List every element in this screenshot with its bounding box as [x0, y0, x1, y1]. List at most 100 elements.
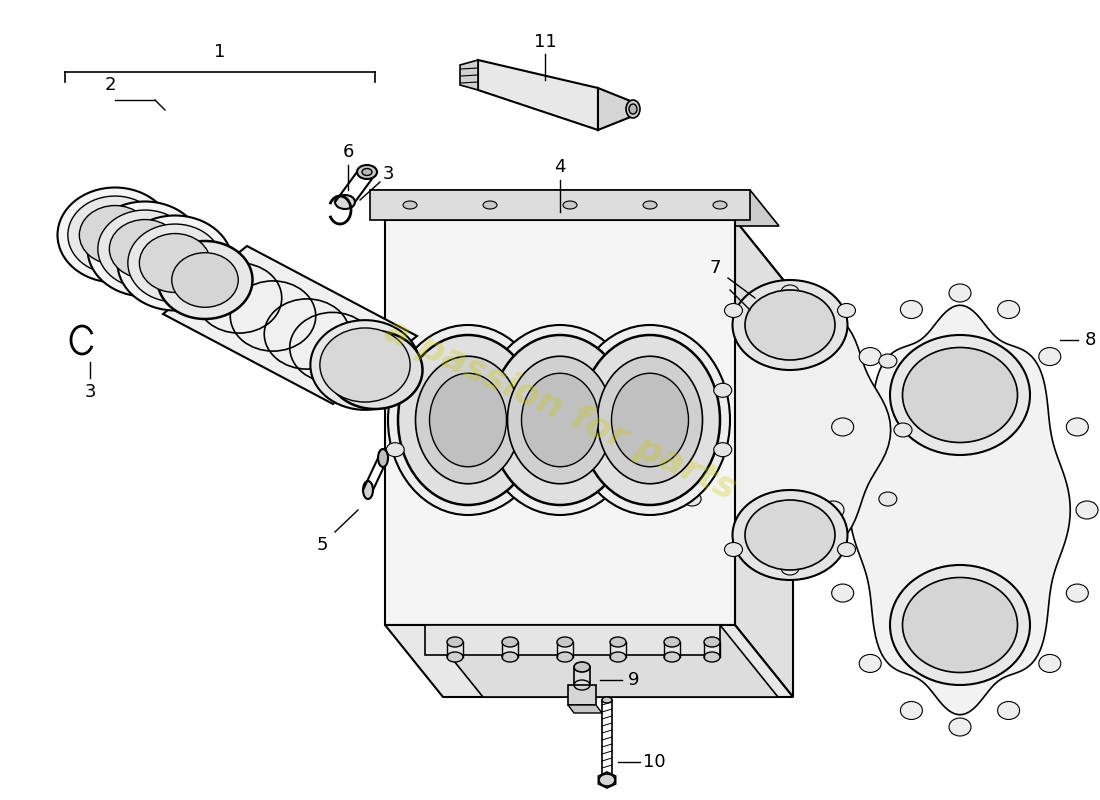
- Polygon shape: [370, 190, 779, 226]
- Ellipse shape: [902, 578, 1018, 673]
- Ellipse shape: [713, 201, 727, 209]
- Ellipse shape: [557, 652, 573, 662]
- Polygon shape: [598, 772, 616, 788]
- Ellipse shape: [879, 492, 896, 506]
- Ellipse shape: [403, 201, 417, 209]
- Text: 2: 2: [104, 76, 116, 94]
- Ellipse shape: [574, 662, 590, 672]
- Ellipse shape: [890, 565, 1030, 685]
- Ellipse shape: [610, 652, 626, 662]
- Ellipse shape: [320, 328, 410, 402]
- Ellipse shape: [531, 383, 550, 398]
- Ellipse shape: [483, 201, 497, 209]
- Ellipse shape: [57, 187, 173, 282]
- Ellipse shape: [624, 442, 641, 457]
- Ellipse shape: [949, 718, 971, 736]
- Ellipse shape: [98, 210, 192, 288]
- Ellipse shape: [704, 652, 720, 662]
- Ellipse shape: [480, 325, 640, 515]
- Ellipse shape: [901, 702, 923, 719]
- Ellipse shape: [569, 383, 586, 398]
- Ellipse shape: [557, 637, 573, 647]
- Ellipse shape: [597, 356, 703, 484]
- Ellipse shape: [388, 325, 548, 515]
- Ellipse shape: [725, 542, 742, 557]
- Ellipse shape: [68, 196, 162, 274]
- Ellipse shape: [664, 652, 680, 662]
- Ellipse shape: [378, 449, 388, 467]
- Polygon shape: [478, 60, 598, 130]
- Ellipse shape: [478, 442, 496, 457]
- Polygon shape: [370, 190, 750, 220]
- Ellipse shape: [531, 442, 550, 457]
- Ellipse shape: [822, 501, 844, 519]
- Text: 8: 8: [1085, 331, 1096, 349]
- Ellipse shape: [859, 654, 881, 673]
- Ellipse shape: [88, 202, 202, 297]
- Ellipse shape: [563, 201, 578, 209]
- Ellipse shape: [629, 104, 637, 114]
- Ellipse shape: [781, 285, 799, 299]
- Ellipse shape: [1066, 584, 1088, 602]
- Ellipse shape: [683, 354, 701, 368]
- Polygon shape: [385, 220, 735, 625]
- Ellipse shape: [118, 215, 232, 310]
- Polygon shape: [425, 625, 778, 697]
- Polygon shape: [163, 246, 417, 404]
- Ellipse shape: [358, 165, 377, 179]
- Ellipse shape: [624, 383, 641, 398]
- Text: 3: 3: [383, 165, 394, 183]
- Ellipse shape: [949, 284, 971, 302]
- Ellipse shape: [879, 354, 896, 368]
- Ellipse shape: [447, 652, 463, 662]
- Ellipse shape: [128, 224, 222, 302]
- Ellipse shape: [570, 325, 730, 515]
- Ellipse shape: [683, 492, 701, 506]
- Ellipse shape: [733, 490, 847, 580]
- Ellipse shape: [664, 637, 680, 647]
- Text: 4: 4: [554, 158, 565, 176]
- Polygon shape: [690, 314, 891, 546]
- Ellipse shape: [1038, 347, 1060, 366]
- Ellipse shape: [745, 500, 835, 570]
- Ellipse shape: [569, 442, 586, 457]
- Ellipse shape: [1076, 501, 1098, 519]
- Ellipse shape: [745, 290, 835, 360]
- Ellipse shape: [386, 442, 405, 457]
- Ellipse shape: [998, 702, 1020, 719]
- Polygon shape: [598, 88, 632, 130]
- Polygon shape: [568, 705, 602, 713]
- Ellipse shape: [902, 347, 1018, 442]
- Ellipse shape: [502, 637, 518, 647]
- Ellipse shape: [837, 542, 856, 557]
- Text: 1: 1: [214, 43, 225, 61]
- Ellipse shape: [310, 320, 419, 410]
- Text: 11: 11: [534, 33, 557, 51]
- Ellipse shape: [894, 423, 912, 437]
- Ellipse shape: [832, 418, 854, 436]
- Polygon shape: [735, 220, 793, 697]
- Ellipse shape: [610, 637, 626, 647]
- Ellipse shape: [837, 303, 856, 318]
- Ellipse shape: [79, 206, 151, 265]
- Ellipse shape: [386, 383, 405, 398]
- Text: 5: 5: [317, 536, 328, 554]
- Ellipse shape: [490, 335, 630, 505]
- Ellipse shape: [172, 253, 239, 307]
- Ellipse shape: [521, 374, 598, 466]
- Ellipse shape: [336, 195, 355, 209]
- Ellipse shape: [429, 374, 506, 466]
- Ellipse shape: [998, 301, 1020, 318]
- Ellipse shape: [901, 301, 923, 318]
- Ellipse shape: [140, 234, 211, 293]
- Polygon shape: [850, 306, 1070, 714]
- Text: 7: 7: [710, 259, 720, 277]
- Ellipse shape: [626, 100, 640, 118]
- Ellipse shape: [714, 442, 732, 457]
- Ellipse shape: [602, 697, 612, 703]
- Ellipse shape: [714, 383, 732, 398]
- Ellipse shape: [1038, 654, 1060, 673]
- Ellipse shape: [781, 561, 799, 575]
- Text: 3: 3: [85, 383, 96, 401]
- Ellipse shape: [362, 169, 372, 175]
